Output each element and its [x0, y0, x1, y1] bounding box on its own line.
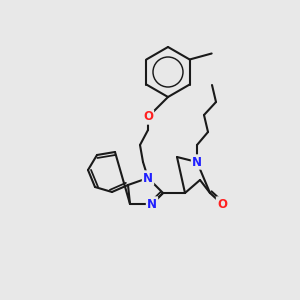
Text: O: O	[143, 110, 153, 124]
Text: O: O	[217, 197, 227, 211]
Text: N: N	[147, 197, 157, 211]
Text: N: N	[143, 172, 153, 184]
Text: N: N	[192, 155, 202, 169]
